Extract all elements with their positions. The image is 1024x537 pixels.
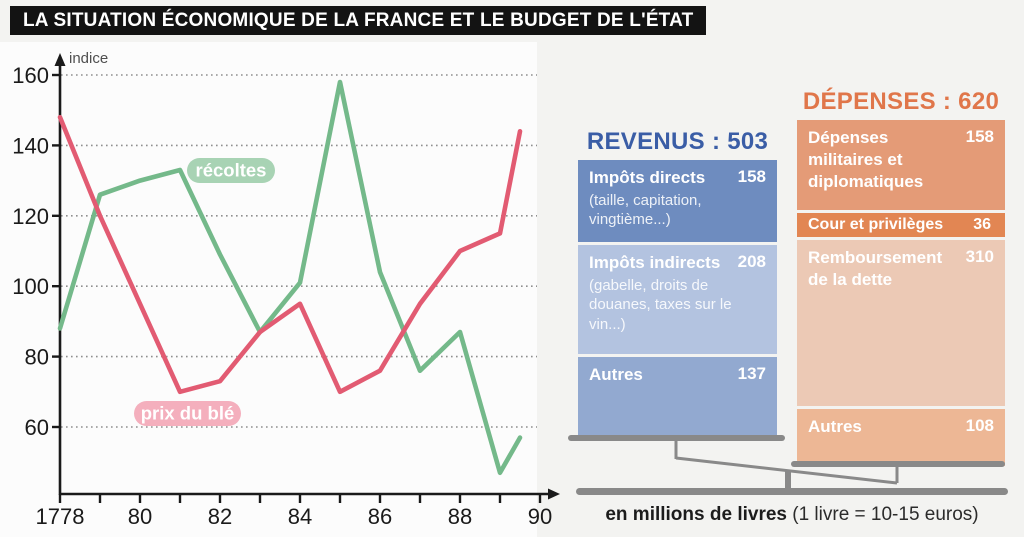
series-line-1: [57, 114, 523, 395]
block-label: Autres: [589, 365, 643, 384]
block-value: 108: [965, 416, 994, 435]
y-tick-label-140: 140: [12, 133, 49, 158]
block-value: 137: [737, 364, 766, 383]
x-tick-label-80: 80: [128, 504, 152, 529]
block-note: (taille, capitation, vingtième...): [589, 191, 702, 229]
chart-panel: [0, 42, 537, 537]
series-label-pill-1: [134, 401, 241, 426]
y-axis-arrow: [54, 53, 66, 66]
balance-fulcrum-post: [785, 471, 791, 493]
revenues-block-autres: Autres 137: [578, 357, 777, 441]
revenues-title: REVENUS : 503: [586, 128, 769, 155]
balance-beam: [675, 456, 898, 485]
block-label: Impôts indirects: [589, 253, 721, 272]
x-tick-label-82: 82: [208, 504, 232, 529]
y-tick-label-100: 100: [12, 274, 49, 299]
series-label-text-0: récoltes: [196, 160, 267, 181]
revenues-block-impots-indirects: Impôts indirects 208 (gabelle, droits de…: [578, 245, 777, 354]
block-value: 310: [965, 247, 994, 266]
expenses-block-cour: 36 Cour et privilèges: [797, 213, 1005, 237]
block-label: Remboursement de la dette: [808, 248, 943, 289]
x-tick-label-88: 88: [448, 504, 472, 529]
x-tick-label-90: 90: [528, 504, 552, 529]
x-tick-label-86: 86: [368, 504, 392, 529]
block-value: 158: [965, 127, 994, 146]
page-title: LA SITUATION ÉCONOMIQUE DE LA FRANCE ET …: [10, 6, 707, 35]
y-tick-label-80: 80: [25, 345, 49, 370]
y-tick-label-120: 120: [12, 204, 49, 229]
units-caption-bold: en millions de livres: [605, 504, 787, 525]
x-tick-label-1778: 1778: [36, 504, 85, 529]
block-value: 208: [737, 252, 766, 271]
x-axis-arrow: [548, 488, 560, 500]
block-label: Cour et privilèges: [808, 216, 944, 233]
balance-right-pan: [791, 461, 1005, 467]
series-label-text-1: prix du blé: [141, 403, 235, 424]
units-caption-rest: (1 livre = 10-15 euros): [786, 504, 979, 525]
expenses-column: DÉPENSES : 620 Dépenses militaires et di…: [797, 90, 1005, 466]
series-label-pill-0: [187, 158, 275, 183]
revenues-column: REVENUS : 503 Impôts directs 158 (taille…: [578, 130, 777, 441]
expenses-block-autres: Autres 108: [797, 409, 1005, 466]
expenses-title: DÉPENSES : 620: [802, 88, 1000, 115]
balance-base-bar: [576, 488, 1008, 495]
y-axis-unit-label: indice: [69, 50, 108, 67]
block-value: 158: [737, 167, 766, 186]
x-tick-label-84: 84: [288, 504, 312, 529]
expenses-block-remboursement: Remboursement de la dette 310: [797, 240, 1005, 406]
block-label: Impôts directs: [589, 168, 706, 187]
expenses-block-militaires: Dépenses militaires et diplomatiques 158: [797, 120, 1005, 210]
series-line-0: [57, 79, 523, 476]
balance-scale: [568, 435, 1008, 495]
revenues-block-impots-directs: Impôts directs 158 (taille, capitation, …: [578, 160, 777, 242]
block-note: (gabelle, droits de douanes, taxes sur l…: [589, 276, 732, 333]
balance-left-pan: [568, 435, 785, 441]
y-tick-label-60: 60: [25, 415, 49, 440]
y-tick-label-160: 160: [12, 63, 49, 88]
block-label: Autres: [808, 417, 862, 436]
block-value: 36: [973, 216, 991, 233]
units-caption: en millions de livres (1 livre = 10-15 e…: [560, 504, 1024, 526]
block-label: Dépenses militaires et diplomatiques: [808, 128, 924, 191]
line-chart: 160 140 120 100 80 60 1778 80 82 84 86 88 90 indice ré…: [12, 50, 560, 529]
